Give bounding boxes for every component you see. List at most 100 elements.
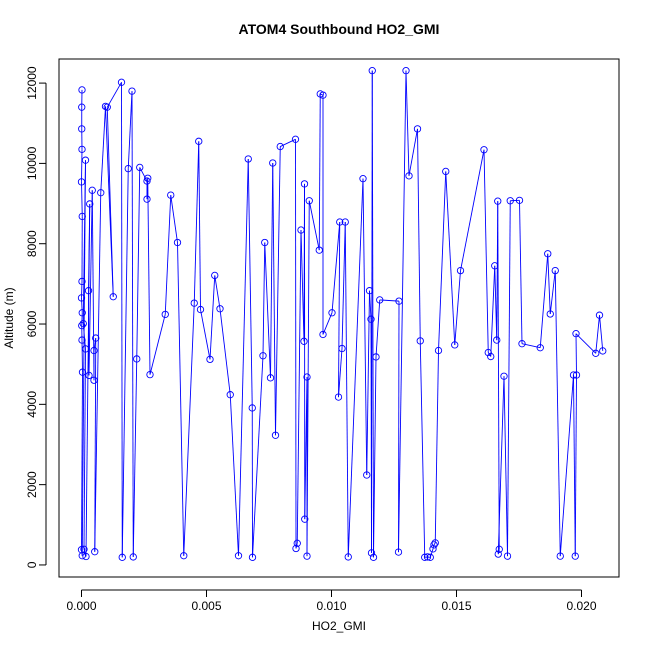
series-segment — [300, 230, 305, 342]
series-segment — [183, 303, 195, 556]
series-segment — [198, 141, 201, 310]
data-point — [91, 548, 99, 556]
series-segment — [177, 242, 185, 556]
series-segment — [507, 200, 511, 557]
series-segment — [209, 275, 216, 360]
series-segment — [549, 270, 556, 315]
data-point — [211, 271, 219, 280]
data-point — [78, 125, 86, 133]
x-axis: 0.000 0.005 0.010 0.015 0.020 — [66, 589, 597, 613]
data-point — [372, 353, 380, 361]
data-point — [97, 189, 105, 197]
data-point — [451, 341, 459, 349]
data-point — [423, 553, 432, 561]
data-point — [78, 552, 86, 560]
series-segment — [81, 297, 83, 313]
data-point — [190, 299, 198, 307]
data-point — [80, 545, 88, 553]
series-segment — [369, 290, 372, 320]
data-point — [300, 180, 309, 188]
series-segment — [344, 222, 349, 557]
series-segment — [81, 149, 83, 182]
data-point — [402, 66, 410, 75]
series-segment — [547, 253, 551, 315]
data-point — [78, 86, 86, 94]
series-segment — [483, 149, 489, 353]
data-point — [248, 404, 256, 412]
series-segment — [503, 376, 508, 557]
series-segment — [362, 178, 368, 476]
data-point — [456, 266, 465, 275]
series-segment — [438, 171, 447, 351]
series-segment — [81, 281, 83, 298]
series-segment — [94, 192, 102, 552]
data-point — [571, 552, 579, 560]
series-segment — [83, 348, 86, 550]
series-segment — [81, 181, 83, 217]
series-segment — [252, 355, 264, 558]
data-point — [416, 337, 424, 345]
data-point — [81, 156, 90, 164]
data-point — [300, 337, 308, 345]
data-point — [367, 315, 375, 323]
data-point — [506, 197, 514, 205]
series-segment — [82, 323, 86, 349]
data-point — [556, 552, 564, 560]
data-point — [491, 262, 499, 270]
data-point — [487, 352, 495, 361]
series-segment — [408, 128, 418, 176]
series-segment — [554, 270, 561, 557]
series-segment — [417, 128, 421, 341]
data-point — [536, 344, 544, 352]
series-segment — [170, 195, 178, 243]
data-point — [88, 186, 96, 194]
data-point — [336, 218, 344, 226]
data-point — [269, 159, 277, 167]
series-segment — [574, 375, 577, 557]
series-segment — [331, 221, 341, 313]
data-point — [195, 137, 203, 145]
data-point — [78, 368, 87, 376]
data-point — [103, 103, 111, 111]
data-point — [261, 238, 269, 247]
series-segment — [347, 178, 364, 557]
series-segment — [106, 82, 122, 108]
data-point — [167, 191, 175, 199]
series-segment — [132, 358, 138, 557]
series-segment — [341, 222, 346, 349]
data-point — [234, 552, 243, 560]
series-segment — [375, 299, 381, 357]
data-point — [117, 78, 126, 86]
data-point — [144, 174, 152, 182]
data-point — [394, 548, 403, 556]
series-segment — [127, 91, 133, 169]
series-segment — [338, 222, 341, 398]
data-point — [271, 431, 280, 439]
series-segment — [433, 542, 436, 546]
data-point — [480, 146, 488, 154]
data-point — [291, 135, 300, 143]
data-point — [92, 334, 100, 342]
data-point — [572, 330, 580, 338]
data-point — [293, 539, 301, 547]
data-point — [180, 552, 188, 560]
series-segment — [454, 270, 461, 345]
series-segment — [497, 201, 500, 550]
data-point — [493, 336, 501, 344]
y-tick-label: 6000 — [25, 310, 39, 337]
series-segment — [296, 230, 302, 544]
series-segment — [100, 106, 106, 193]
series-segment — [373, 356, 377, 558]
data-point — [319, 330, 327, 339]
series-segment — [497, 376, 505, 555]
data-point — [515, 196, 524, 204]
data-point — [244, 155, 252, 163]
data-point — [81, 345, 90, 353]
data-point — [109, 293, 117, 301]
series-segment — [91, 190, 95, 381]
series-segment — [81, 340, 83, 373]
data-point — [572, 371, 581, 379]
series-segment — [270, 162, 274, 378]
data-point — [551, 266, 559, 275]
series-segment — [229, 394, 239, 556]
